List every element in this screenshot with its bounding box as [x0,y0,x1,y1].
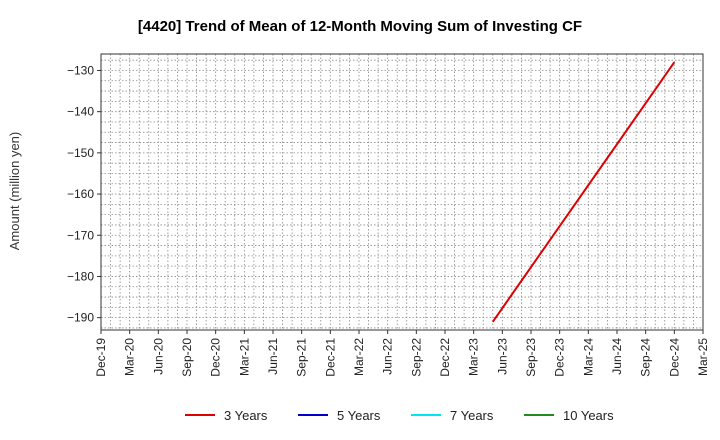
x-tick-label: Sep-21 [295,338,309,377]
y-tick-label: −160 [67,187,94,201]
legend-label: 10 Years [563,408,614,423]
x-tick-label: Mar-22 [352,338,366,376]
chart-title: [4420] Trend of Mean of 12-Month Moving … [138,18,582,35]
plot-area [100,53,704,331]
x-tick-label: Jun-22 [381,338,395,375]
x-tick-label: Mar-25 [696,338,710,376]
y-tick-label: −140 [67,105,94,119]
x-tick-label: Jun-20 [151,338,165,375]
legend-label: 5 Years [337,408,381,423]
y-axis-ticks: −130 −140 −150 −160 −170 −180 −190 [67,63,101,325]
y-tick-label: −190 [67,311,94,325]
x-tick-label: Dec-24 [667,338,681,377]
y-tick-label: −150 [67,146,94,160]
y-tick-label: −130 [67,63,94,77]
legend-label: 7 Years [450,408,494,423]
x-tick-label: Sep-24 [639,338,653,377]
x-tick-label: Mar-21 [237,338,251,376]
x-tick-label: Mar-24 [581,338,595,376]
x-tick-label: Mar-20 [123,338,137,376]
x-tick-label: Sep-23 [524,338,538,377]
x-tick-label: Dec-20 [209,338,223,377]
x-tick-label: Mar-23 [467,338,481,376]
x-tick-label: Sep-22 [409,338,423,377]
x-tick-label: Dec-19 [94,338,108,377]
x-tick-label: Dec-21 [323,338,337,377]
legend: 3 Years 5 Years 7 Years 10 Years [185,408,614,423]
y-axis-label: Amount (million yen) [7,132,22,251]
y-tick-label: −180 [67,269,94,283]
x-tick-label: Jun-24 [610,338,624,375]
y-tick-label: −170 [67,228,94,242]
x-tick-label: Dec-23 [553,338,567,377]
legend-label: 3 Years [224,408,268,423]
x-tick-label: Jun-23 [495,338,509,375]
grid [101,54,703,330]
x-tick-label: Sep-20 [180,338,194,377]
x-axis-ticks: Dec-19 Mar-20 Jun-20 Sep-20 Dec-20 Mar-21 Jun-… [94,330,710,377]
series-line [491,61,676,323]
x-tick-label: Jun-21 [266,338,280,375]
x-tick-label: Dec-22 [438,338,452,377]
series-lines [491,61,676,323]
